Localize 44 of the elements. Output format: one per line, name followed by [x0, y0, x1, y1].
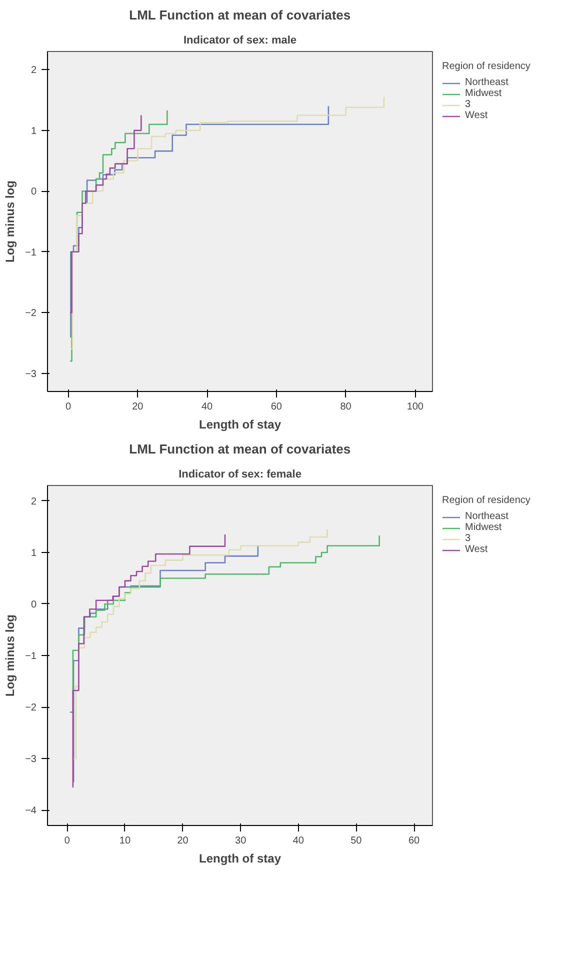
- legend-title: Region of residency: [442, 495, 530, 506]
- y-tick-label: 2: [30, 65, 37, 76]
- y-tick-label: −1: [25, 651, 37, 662]
- x-axis-title: Length of stay: [199, 418, 282, 432]
- y-tick-label: 0: [30, 599, 37, 610]
- y-axis-title: Log minus log: [3, 180, 18, 262]
- y-tick-label: −2: [25, 702, 37, 714]
- legend-title: Region of residency: [442, 61, 530, 72]
- x-tick-label: 30: [235, 836, 247, 846]
- x-tick-label: 0: [64, 836, 70, 846]
- legend-label: Northeast: [465, 511, 508, 522]
- x-tick-label: 40: [201, 402, 214, 412]
- legend-label: Midwest: [465, 522, 502, 533]
- legend-label: 3: [465, 99, 472, 110]
- x-tick-label: 20: [177, 836, 189, 846]
- x-tick-label: 100: [406, 402, 424, 412]
- y-tick-label: 1: [30, 126, 37, 137]
- y-tick-label: 2: [30, 496, 37, 508]
- x-tick-label: 60: [270, 402, 282, 412]
- y-tick-label: −2: [25, 308, 37, 320]
- x-tick-label: 20: [132, 402, 144, 412]
- x-tick-label: 0: [66, 402, 72, 412]
- x-axis-title: Length of stay: [199, 852, 282, 866]
- legend-label: 3: [465, 533, 472, 544]
- chart-subtitle: Indicator of sex: male: [183, 34, 297, 46]
- chart-subtitle: Indicator of sex: female: [178, 468, 302, 480]
- legend-label: Midwest: [465, 88, 502, 99]
- y-tick-label: −1: [25, 247, 37, 258]
- y-axis-title: Log minus log: [3, 614, 18, 696]
- y-tick-label: −3: [25, 368, 37, 380]
- y-tick-label: 1: [30, 548, 37, 559]
- chart-title: LML Function at mean of covariates: [129, 8, 351, 22]
- legend-label: West: [465, 110, 488, 121]
- x-tick-label: 40: [292, 836, 304, 846]
- x-tick-label: 80: [340, 402, 352, 412]
- y-tick-label: −4: [25, 806, 37, 817]
- x-tick-label: 50: [350, 836, 362, 846]
- x-tick-label: 60: [408, 836, 420, 846]
- chart-title: LML Function at mean of covariates: [129, 442, 351, 456]
- x-tick-label: 10: [119, 836, 131, 846]
- y-tick-label: −3: [25, 754, 37, 766]
- legend-label: Northeast: [465, 77, 508, 88]
- legend-label: West: [465, 544, 488, 555]
- y-tick-label: 0: [30, 186, 37, 198]
